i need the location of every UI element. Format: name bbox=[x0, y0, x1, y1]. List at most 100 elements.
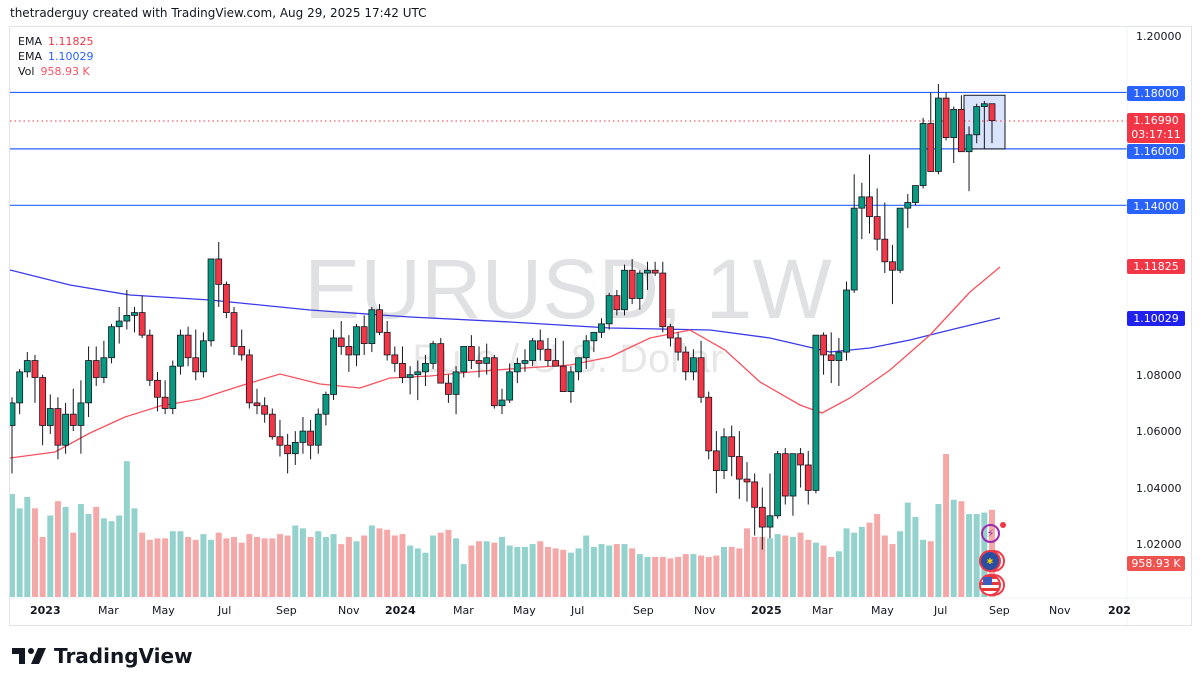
candle-body[interactable] bbox=[376, 309, 383, 333]
candle-body[interactable] bbox=[161, 396, 169, 409]
candle-body[interactable] bbox=[299, 430, 307, 443]
candle-body[interactable] bbox=[177, 334, 184, 367]
legend-ema-slow[interactable]: EMA 1.10029 bbox=[18, 50, 94, 63]
candle-body[interactable] bbox=[490, 357, 498, 407]
candle-body[interactable] bbox=[414, 371, 422, 376]
candle-body[interactable] bbox=[590, 331, 598, 342]
candle-body[interactable] bbox=[154, 379, 161, 398]
legend-volume[interactable]: Vol 958.93 K bbox=[18, 65, 90, 78]
candle-body[interactable] bbox=[330, 337, 337, 395]
legend-ema-fast[interactable]: EMA 1.11825 bbox=[18, 35, 94, 48]
candle-body[interactable] bbox=[712, 450, 720, 472]
candle-body[interactable] bbox=[957, 108, 965, 153]
candle-body[interactable] bbox=[62, 413, 69, 446]
candle-body[interactable] bbox=[912, 185, 919, 203]
candle-body[interactable] bbox=[100, 357, 108, 378]
candle-body[interactable] bbox=[399, 362, 406, 378]
candle-body[interactable] bbox=[720, 436, 728, 472]
candle-body[interactable] bbox=[659, 272, 667, 328]
candle-body[interactable] bbox=[146, 334, 154, 381]
candle-body[interactable] bbox=[353, 326, 360, 356]
candle-body[interactable] bbox=[735, 456, 743, 480]
candle-body[interactable] bbox=[200, 340, 207, 373]
candle-body[interactable] bbox=[521, 360, 529, 364]
tradingview-logo[interactable]: TradingView bbox=[12, 644, 193, 668]
candle-body[interactable] bbox=[728, 436, 736, 457]
candle-body[interactable] bbox=[452, 371, 460, 395]
candle-body[interactable] bbox=[307, 430, 314, 446]
candle-body[interactable] bbox=[238, 346, 246, 356]
candle-body[interactable] bbox=[751, 481, 759, 508]
candle-body[interactable] bbox=[973, 106, 981, 136]
candle-body[interactable] bbox=[54, 408, 62, 446]
candle-body[interactable] bbox=[253, 402, 261, 407]
candle-body[interactable] bbox=[552, 360, 559, 367]
candle-body[interactable] bbox=[92, 360, 100, 378]
candle-body[interactable] bbox=[797, 453, 804, 466]
candle-body[interactable] bbox=[429, 343, 437, 364]
candle-body[interactable] bbox=[406, 374, 414, 378]
candle-body[interactable] bbox=[437, 343, 445, 384]
candle-body[interactable] bbox=[222, 283, 230, 313]
candle-body[interactable] bbox=[230, 312, 238, 347]
candle-body[interactable] bbox=[245, 354, 253, 404]
candle-body[interactable] bbox=[77, 402, 85, 426]
candle-body[interactable] bbox=[896, 207, 904, 271]
candle-body[interactable] bbox=[46, 408, 54, 426]
candle-body[interactable] bbox=[467, 346, 475, 361]
candle-body[interactable] bbox=[276, 436, 284, 446]
candle-body[interactable] bbox=[651, 269, 659, 274]
candle-body[interactable] bbox=[697, 357, 705, 398]
candle-body[interactable] bbox=[774, 453, 782, 517]
candle-body[interactable] bbox=[544, 348, 552, 361]
lightning-event-icon[interactable]: ⚡ bbox=[981, 524, 1000, 543]
candle-body[interactable] bbox=[582, 340, 590, 359]
candle-body[interactable] bbox=[567, 371, 575, 393]
candle-body[interactable] bbox=[131, 312, 138, 316]
candle-body[interactable] bbox=[690, 357, 697, 373]
candle-body[interactable] bbox=[827, 354, 835, 361]
candle-body[interactable] bbox=[820, 334, 827, 356]
candle-body[interactable] bbox=[192, 357, 200, 373]
eu-flag-event-icon[interactable]: ✱ bbox=[979, 550, 1001, 572]
candle-body[interactable] bbox=[215, 258, 223, 285]
candle-body[interactable] bbox=[314, 413, 322, 446]
candle-body[interactable] bbox=[950, 108, 958, 138]
candle-body[interactable] bbox=[804, 464, 812, 491]
candle-body[interactable] bbox=[636, 272, 644, 299]
candle-body[interactable] bbox=[16, 371, 24, 404]
candle-body[interactable] bbox=[743, 478, 751, 483]
candle-body[interactable] bbox=[781, 453, 789, 497]
candle-body[interactable] bbox=[835, 351, 843, 361]
candle-body[interactable] bbox=[115, 320, 123, 328]
candle-body[interactable] bbox=[705, 396, 713, 452]
candle-body[interactable] bbox=[69, 413, 77, 426]
candle-body[interactable] bbox=[513, 362, 521, 373]
candle-body[interactable] bbox=[858, 196, 866, 209]
candle-body[interactable] bbox=[644, 269, 651, 274]
candle-body[interactable] bbox=[498, 399, 506, 407]
candle-body[interactable] bbox=[850, 207, 858, 291]
candle-body[interactable] bbox=[368, 309, 376, 345]
candle-body[interactable] bbox=[843, 289, 850, 353]
candle-body[interactable] bbox=[980, 103, 988, 107]
candle-body[interactable] bbox=[169, 365, 177, 409]
candle-body[interactable] bbox=[261, 405, 269, 415]
candle-body[interactable] bbox=[942, 97, 950, 139]
candle-body[interactable] bbox=[360, 326, 368, 345]
candle-body[interactable] bbox=[483, 357, 491, 364]
candle-body[interactable] bbox=[682, 351, 690, 373]
candle-body[interactable] bbox=[812, 334, 820, 491]
candle-body[interactable] bbox=[23, 360, 31, 373]
candle-body[interactable] bbox=[138, 312, 146, 336]
candle-body[interactable] bbox=[889, 261, 896, 271]
candle-body[interactable] bbox=[184, 334, 192, 359]
candle-body[interactable] bbox=[422, 362, 429, 373]
candle-body[interactable] bbox=[475, 360, 483, 364]
us-flag-event-icon[interactable] bbox=[979, 574, 1001, 596]
candle-body[interactable] bbox=[536, 340, 544, 350]
candle-body[interactable] bbox=[927, 123, 935, 172]
candle-body[interactable] bbox=[766, 515, 774, 528]
candle-body[interactable] bbox=[605, 295, 613, 325]
